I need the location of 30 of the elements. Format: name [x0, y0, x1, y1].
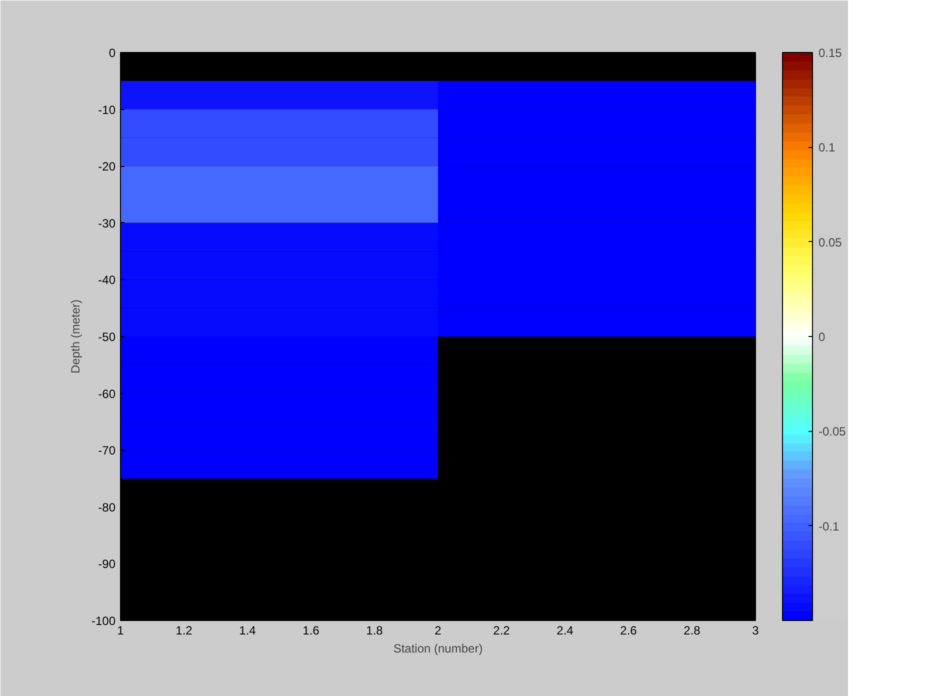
x-tick-label: 2.8 [684, 624, 701, 638]
y-tick-label: -50 [98, 330, 116, 344]
y-tick-label: -80 [98, 500, 116, 514]
x-tick-label: 2.2 [493, 624, 510, 638]
y-tick-label: -40 [98, 273, 116, 288]
x-tick-label: 1.2 [176, 624, 193, 638]
x-axis-title: Station (number) [393, 642, 483, 656]
color-bar-label: 0.05 [818, 235, 842, 250]
color-bar-label: 0.1 [818, 140, 836, 155]
x-tick-label: 3 [752, 624, 760, 638]
x-tick-label: 2.4 [556, 624, 574, 638]
color-bar-label: 0 [818, 330, 826, 344]
y-tick-label: -10 [98, 102, 116, 117]
x-tick-label: 1.8 [366, 624, 384, 638]
x-tick-label: 1 [117, 624, 124, 638]
y-tick-label: 0 [108, 46, 116, 60]
y-tick-label: -30 [98, 216, 116, 230]
x-tick-label: 1.6 [302, 624, 320, 638]
color-bar-label: 0.15 [818, 46, 842, 60]
y-tick-label: -70 [98, 444, 116, 458]
color-bar-label: -0.05 [818, 424, 846, 439]
x-tick-label: 2 [434, 624, 442, 638]
x-tick-label: 1.4 [239, 624, 256, 638]
y-tick-label: -60 [98, 386, 116, 401]
y-tick-label: -100 [91, 614, 116, 628]
x-tick-label: 2.6 [620, 624, 638, 638]
y-axis-title: Depth (meter) [68, 299, 82, 374]
y-tick-label: -90 [98, 557, 116, 572]
y-tick-label: -20 [98, 160, 116, 174]
color-bar-label: -0.1 [818, 519, 840, 534]
